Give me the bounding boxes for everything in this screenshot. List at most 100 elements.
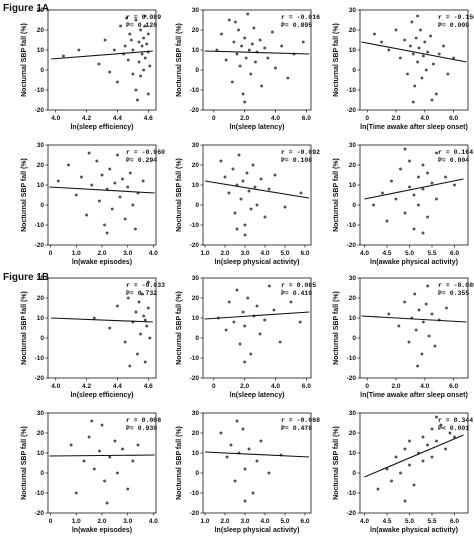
data-point [92, 316, 96, 320]
y-axis-label: Nocturnal SBP fall (%) [333, 426, 340, 500]
data-point [258, 38, 262, 42]
data-point [253, 185, 257, 189]
data-point [125, 16, 129, 20]
x-tick-label: 0 [49, 250, 53, 257]
data-point [123, 340, 127, 344]
data-point [134, 88, 138, 92]
data-point [267, 187, 271, 191]
y-tick-label: 10 [192, 182, 200, 189]
x-tick-label: 5.0 [405, 250, 414, 257]
data-point [426, 215, 429, 219]
y-tick-label: 20 [37, 295, 45, 302]
data-point [235, 288, 239, 292]
x-tick-label: 3.0 [240, 518, 249, 525]
data-point [56, 179, 60, 183]
data-point [243, 223, 247, 227]
data-point [69, 443, 73, 447]
y-tick-label: -10 [347, 87, 357, 94]
x-tick-label: 2.0 [391, 115, 400, 122]
plot-frame [359, 277, 469, 379]
x-tick-label: 0 [49, 518, 53, 525]
data-point [241, 179, 245, 183]
data-point [429, 34, 433, 38]
data-point [79, 175, 83, 179]
data-point [301, 40, 305, 44]
r-value-label: r = 0.344 [438, 417, 473, 424]
x-tick-label: 0 [212, 115, 216, 122]
y-tick-label: -20 [35, 375, 45, 382]
data-point [145, 42, 149, 46]
data-point [387, 48, 391, 52]
data-point [278, 340, 282, 344]
x-tick-label: 4.0 [420, 383, 429, 390]
data-point [403, 38, 407, 42]
data-point [233, 20, 237, 24]
data-point [390, 179, 393, 183]
data-point [231, 167, 235, 171]
x-tick-label: 5.0 [280, 518, 289, 525]
data-point [146, 92, 150, 96]
data-point [399, 471, 402, 475]
data-point [435, 439, 438, 443]
x-tick-label: 2.0 [240, 115, 249, 122]
y-tick-label: -10 [190, 490, 200, 497]
data-point [137, 40, 141, 44]
regression-line [51, 50, 153, 60]
data-point [421, 54, 425, 58]
data-point [227, 300, 231, 304]
data-point [433, 344, 437, 348]
data-point [146, 306, 150, 310]
y-tick-label: 0 [40, 470, 44, 477]
y-tick-label: 20 [37, 162, 45, 169]
data-point [241, 92, 245, 96]
data-point [238, 64, 242, 68]
data-point [420, 352, 424, 356]
y-axis-label: Nocturnal SBP fall (%) [176, 158, 183, 232]
x-tick-label: 5.5 [427, 250, 436, 257]
data-point [90, 419, 94, 423]
data-point [142, 68, 146, 72]
data-point [254, 60, 257, 64]
data-point [424, 302, 428, 306]
data-point [251, 163, 255, 167]
y-tick-label: 30 [349, 142, 357, 149]
p-value-label: P= 0.478 [281, 425, 312, 432]
data-point [100, 423, 104, 427]
plot-frame [202, 9, 312, 111]
scatter-panel-6: -20 -10 0 10 20 30 4.0 4.5 5.0 5.5 6.0 ln(awake phy… [333, 142, 473, 266]
data-point [267, 471, 271, 475]
data-point [403, 147, 407, 151]
x-axis-label: ln(awake physical activity) [370, 527, 458, 534]
data-point [416, 14, 420, 18]
x-axis-label: ln(Time awake after sleep onset) [360, 124, 468, 131]
p-value-label: P= 0.355 [438, 290, 469, 297]
data-point [417, 175, 420, 179]
plot-frame [47, 9, 157, 111]
data-point [255, 459, 259, 463]
y-tick-label: -20 [35, 510, 45, 517]
data-point [129, 38, 133, 42]
data-point [444, 175, 447, 179]
y-tick-label: 10 [192, 450, 200, 457]
data-point [394, 28, 398, 32]
data-point [249, 352, 253, 356]
x-tick-label: 6.0 [300, 250, 309, 257]
y-tick-label: -20 [347, 107, 357, 114]
data-point [430, 455, 434, 459]
x-tick-label: 0 [365, 115, 369, 122]
data-point [273, 173, 277, 177]
figure-1a-label: Figure 1A [3, 3, 50, 14]
plot-frame [202, 412, 312, 514]
data-point [103, 479, 107, 483]
x-tick-label: 6.0 [300, 518, 309, 525]
scatter-panel-7: -20 -10 0 10 20 30 4.0 4.2 4.4 4.6 ln(sleep effici… [21, 275, 165, 399]
data-point [232, 320, 236, 324]
p-value-label: P= 0.004 [438, 157, 469, 164]
data-point [232, 40, 236, 44]
x-axis-label: ln(sleep latency) [230, 124, 285, 131]
p-value-label: P= 0.930 [126, 425, 157, 432]
r-value-label: r = 0.085 [281, 282, 316, 289]
data-point [148, 336, 152, 340]
r-value-label: r = -0.089 [438, 282, 474, 289]
x-tick-label: 2.0 [240, 383, 249, 390]
